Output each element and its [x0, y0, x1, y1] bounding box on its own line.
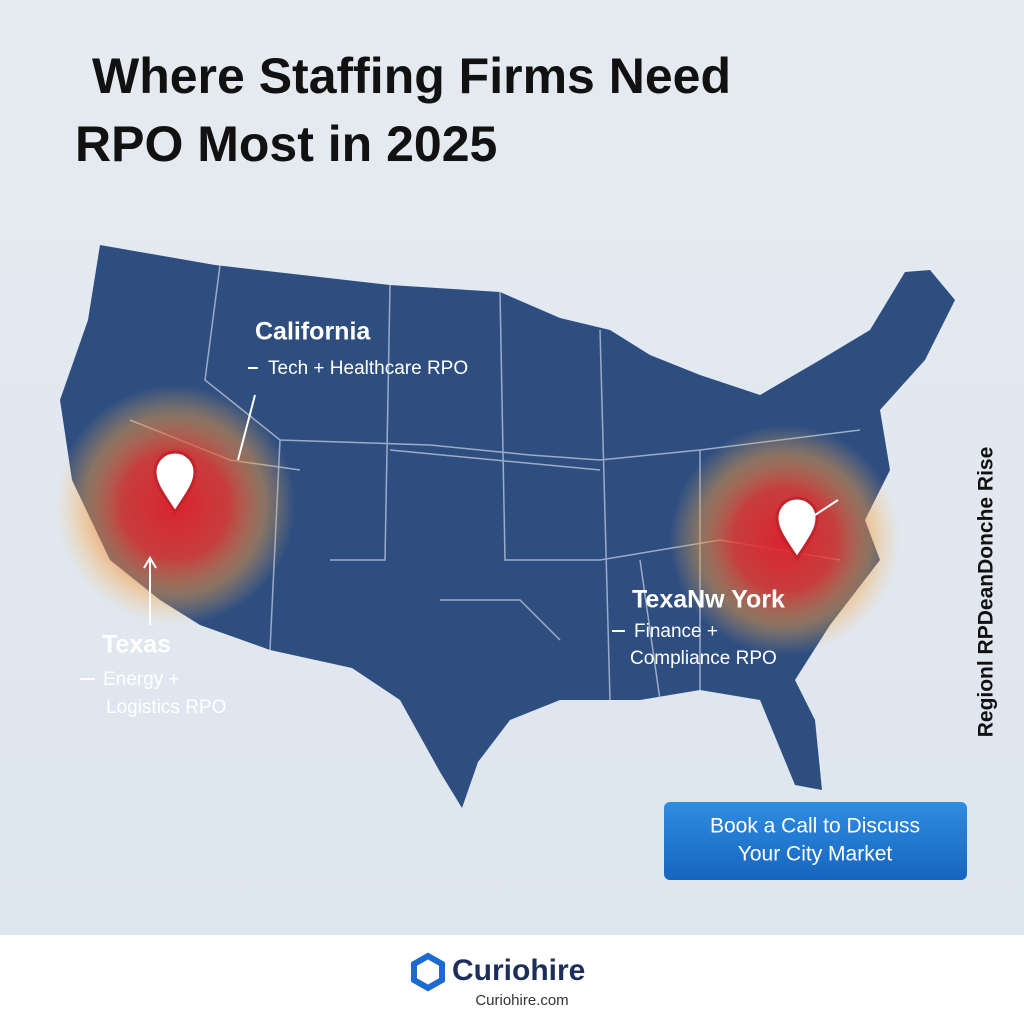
side-label: Regionl RPDeanDonche Rise: [975, 447, 998, 738]
callout-name: California: [255, 318, 371, 346]
callout-detail: Logistics RPO: [106, 697, 226, 718]
title-line: RPO Most in 2025: [75, 116, 497, 172]
callout-name: TexaNw York: [632, 586, 785, 614]
cta-button[interactable]: Book a Call to Discuss Your City Market: [664, 802, 967, 880]
button-text[interactable]: Book a Call to Discuss: [710, 815, 920, 838]
button-text[interactable]: Your City Market: [738, 843, 893, 866]
callout-detail: Energy +: [103, 669, 180, 690]
title-line: Where Staffing Firms Need: [92, 48, 731, 104]
brand: Curiohire: [452, 954, 585, 987]
button-bg[interactable]: [664, 802, 967, 880]
footer: [0, 935, 1024, 1024]
callout-detail: Finance +: [634, 621, 718, 642]
logo-icon: [411, 952, 445, 992]
callout-detail: Compliance RPO: [630, 648, 777, 669]
arrows: [80, 367, 839, 680]
url: Curiohire.com: [475, 992, 568, 1009]
callout-name: Texas: [102, 631, 171, 659]
map-pins: [153, 450, 819, 561]
callout-detail: Tech + Healthcare RPO: [268, 358, 468, 379]
